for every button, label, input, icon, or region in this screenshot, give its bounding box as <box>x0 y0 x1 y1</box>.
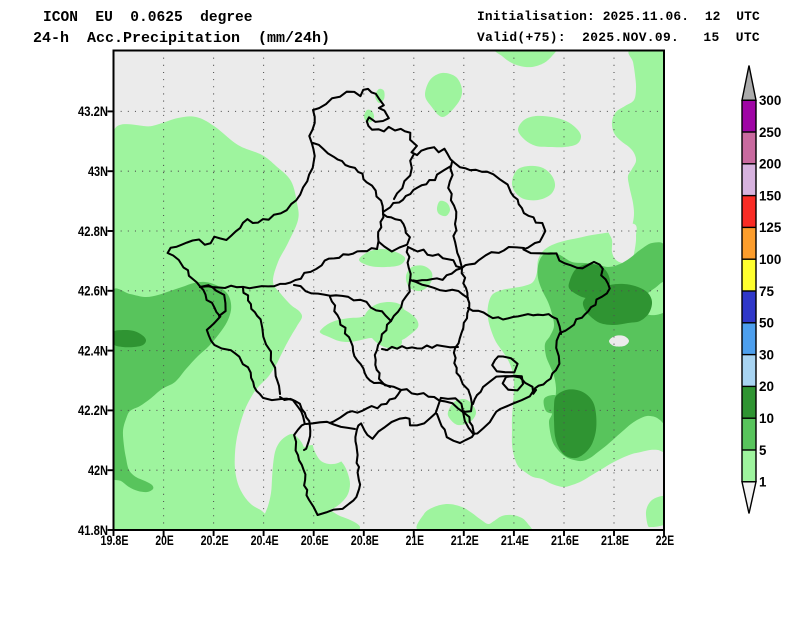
svg-text:20.8E: 20.8E <box>351 532 379 548</box>
svg-text:100: 100 <box>759 252 781 267</box>
svg-text:125: 125 <box>759 220 782 235</box>
svg-text:1: 1 <box>759 475 767 490</box>
svg-text:43.2N: 43.2N <box>78 103 108 119</box>
svg-text:20.2E: 20.2E <box>201 532 229 548</box>
svg-text:21.2E: 21.2E <box>451 532 479 548</box>
svg-text:42.4N: 42.4N <box>78 342 108 358</box>
svg-text:42.8N: 42.8N <box>78 223 108 239</box>
svg-text:22E: 22E <box>656 532 674 548</box>
svg-text:42.2N: 42.2N <box>78 402 108 418</box>
svg-text:10: 10 <box>759 411 774 426</box>
svg-text:300: 300 <box>759 93 781 108</box>
svg-text:5: 5 <box>759 443 767 458</box>
svg-text:30: 30 <box>759 347 774 362</box>
svg-text:42N: 42N <box>88 462 108 478</box>
svg-text:50: 50 <box>759 316 774 331</box>
svg-text:20.6E: 20.6E <box>301 532 329 548</box>
svg-text:250: 250 <box>759 125 781 140</box>
svg-text:21.8E: 21.8E <box>601 532 629 548</box>
svg-text:21.6E: 21.6E <box>551 532 579 548</box>
svg-text:20: 20 <box>759 379 774 394</box>
svg-text:42.6N: 42.6N <box>78 283 108 299</box>
svg-text:20E: 20E <box>155 532 173 548</box>
svg-text:21.4E: 21.4E <box>501 532 529 548</box>
svg-text:150: 150 <box>759 188 781 203</box>
svg-text:75: 75 <box>759 284 774 299</box>
svg-text:20.4E: 20.4E <box>251 532 279 548</box>
svg-text:19.8E: 19.8E <box>101 532 129 548</box>
svg-text:43N: 43N <box>88 163 108 179</box>
svg-text:41.8N: 41.8N <box>78 522 108 538</box>
svg-text:200: 200 <box>759 157 781 172</box>
svg-text:21E: 21E <box>406 532 424 548</box>
